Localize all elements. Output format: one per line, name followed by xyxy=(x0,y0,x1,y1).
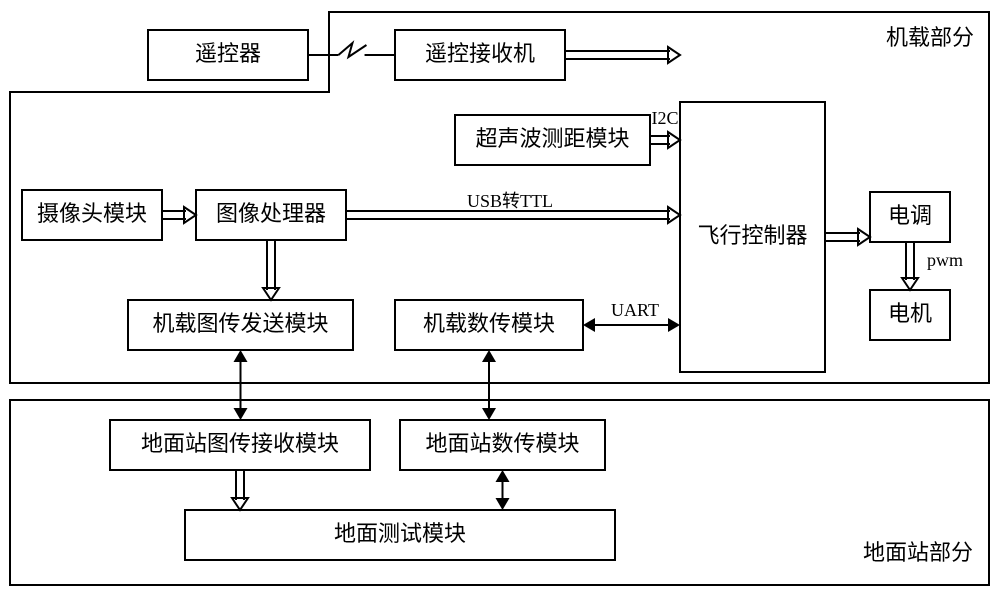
system-block-diagram: 机载部分地面站部分遥控器遥控接收机超声波测距模块摄像头模块图像处理器飞行控制器电… xyxy=(0,0,1000,598)
node-img_proc-label: 图像处理器 xyxy=(216,201,326,226)
node-gs_vrx-label: 地面站图传接收模块 xyxy=(141,431,339,456)
edge-label-onboard_dtx-flight_ctrl: UART xyxy=(611,300,659,320)
edge-label-img_proc-flight_ctrl: USB转TTL xyxy=(467,191,553,211)
node-rc_receiver-label: 遥控接收机 xyxy=(425,41,535,66)
node-onboard_dtx-label: 机载数传模块 xyxy=(423,311,555,336)
ground-region-label: 地面站部分 xyxy=(863,540,973,565)
node-flight_ctrl-label: 飞行控制器 xyxy=(697,223,807,248)
node-onboard_vtx-label: 机载图传发送模块 xyxy=(152,311,328,336)
node-ultrasonic-label: 超声波测距模块 xyxy=(475,126,629,151)
edge-label-esc-motor: pwm xyxy=(927,250,963,270)
onboard-region-label: 机载部分 xyxy=(886,25,974,50)
node-remote_ctrl-label: 遥控器 xyxy=(195,41,261,66)
node-gs_test-label: 地面测试模块 xyxy=(334,521,466,546)
node-gs_drx-label: 地面站数传模块 xyxy=(425,431,579,456)
node-esc-label: 电调 xyxy=(888,203,932,228)
node-motor-label: 电机 xyxy=(888,301,932,326)
edge-label-ultrasonic-flight_ctrl: I2C xyxy=(652,108,679,128)
node-camera-label: 摄像头模块 xyxy=(37,201,147,226)
